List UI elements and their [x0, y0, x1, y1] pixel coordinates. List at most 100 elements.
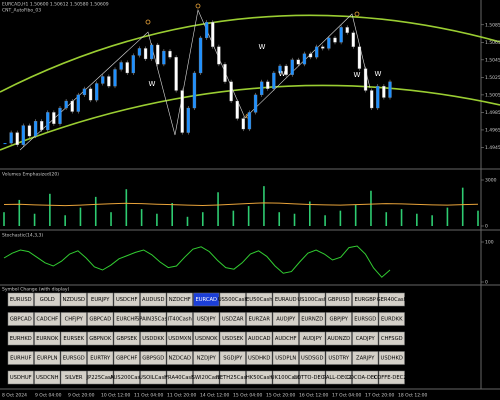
- symbol-button-label[interactable]: USDMXN: [168, 336, 191, 342]
- symbol-button-label[interactable]: GBPCAD: [89, 317, 111, 323]
- symbol-button[interactable]: [246, 292, 273, 307]
- symbol-button[interactable]: [113, 331, 140, 346]
- symbol-button-label[interactable]: GER40Cash: [377, 297, 407, 303]
- symbol-button-label[interactable]: ZARJPY: [356, 356, 375, 362]
- symbol-button-label[interactable]: PALL-DEC24: [323, 375, 355, 381]
- symbol-button-label[interactable]: USDHKD: [248, 356, 270, 362]
- symbol-button[interactable]: [7, 370, 34, 385]
- symbol-button-label[interactable]: SPAIN35Cash: [136, 317, 170, 323]
- symbol-button[interactable]: [7, 331, 34, 346]
- symbol-button-label[interactable]: USDSGD: [301, 356, 323, 362]
- symbol-button[interactable]: [34, 351, 61, 365]
- symbol-button-label[interactable]: UK100Cash: [271, 375, 301, 381]
- symbol-button-label[interactable]: USOILCash: [139, 375, 167, 381]
- symbol-button[interactable]: [60, 351, 87, 365]
- symbol-button[interactable]: [193, 370, 220, 385]
- symbol-button[interactable]: [113, 351, 140, 365]
- symbol-button-label[interactable]: AUDUSD: [142, 297, 164, 303]
- symbol-button-label[interactable]: IT40Cash: [168, 317, 192, 323]
- symbol-button[interactable]: [60, 331, 87, 346]
- symbol-button-label[interactable]: NZDJPY: [197, 356, 217, 362]
- symbol-button[interactable]: [87, 292, 114, 307]
- symbol-button-label[interactable]: EURPLN: [37, 356, 58, 362]
- symbol-button[interactable]: [193, 351, 220, 365]
- symbol-button[interactable]: [246, 312, 273, 326]
- symbol-button-label[interactable]: EURJPY: [91, 297, 110, 303]
- symbol-button-label[interactable]: US500Cash: [218, 297, 248, 303]
- symbol-button[interactable]: [299, 370, 326, 385]
- symbol-button-label[interactable]: CHFSGD: [381, 336, 403, 342]
- symbol-button[interactable]: [325, 312, 352, 326]
- symbol-button-label[interactable]: EURHUF: [10, 356, 31, 362]
- symbol-button[interactable]: [378, 351, 405, 365]
- symbol-button-label[interactable]: EURAUD: [275, 297, 297, 303]
- symbol-button-label[interactable]: GOLD: [40, 297, 55, 303]
- symbol-button[interactable]: [193, 292, 220, 307]
- symbol-button[interactable]: [352, 292, 379, 307]
- symbol-button-label[interactable]: EURSEK: [63, 336, 84, 342]
- symbol-button[interactable]: [272, 331, 299, 346]
- symbol-button[interactable]: [352, 351, 379, 365]
- symbol-button[interactable]: [378, 370, 405, 385]
- symbol-button[interactable]: [219, 312, 246, 326]
- symbol-button[interactable]: [34, 331, 61, 346]
- symbol-button[interactable]: [352, 312, 379, 326]
- symbol-button-label[interactable]: GBPCAD: [10, 317, 32, 323]
- symbol-button[interactable]: [219, 292, 246, 307]
- symbol-button[interactable]: [87, 331, 114, 346]
- symbol-button[interactable]: [140, 331, 167, 346]
- symbol-button-label[interactable]: GBPNOK: [89, 336, 112, 342]
- symbol-button[interactable]: [140, 351, 167, 365]
- symbol-button-label[interactable]: AUDCHF: [275, 336, 297, 342]
- symbol-button-label[interactable]: JP225Cash: [86, 375, 114, 381]
- symbol-button-label[interactable]: AUDCAD: [248, 336, 271, 342]
- symbol-button-label[interactable]: HK50Cash: [246, 375, 273, 381]
- symbol-button[interactable]: [87, 351, 114, 365]
- symbol-button-label[interactable]: AUS200Cash: [110, 375, 143, 381]
- symbol-button[interactable]: [113, 292, 140, 307]
- symbol-button[interactable]: [113, 370, 140, 385]
- symbol-button-label[interactable]: USDCHF: [116, 297, 138, 303]
- symbol-button[interactable]: [60, 312, 87, 326]
- symbol-button[interactable]: [7, 351, 34, 365]
- symbol-button-label[interactable]: EURNOK: [36, 336, 59, 342]
- symbol-button-label[interactable]: GBPSEK: [116, 336, 137, 342]
- symbol-button-label[interactable]: NZDCAD: [168, 356, 191, 362]
- symbol-button-label[interactable]: NZDCHF: [169, 297, 191, 303]
- symbol-button[interactable]: [352, 331, 379, 346]
- symbol-button[interactable]: [272, 312, 299, 326]
- symbol-button-label[interactable]: USDDKK: [142, 336, 164, 342]
- symbol-button-label[interactable]: USDTRY: [328, 356, 350, 362]
- symbol-button[interactable]: [7, 292, 34, 307]
- symbol-button[interactable]: [219, 351, 246, 365]
- symbol-button[interactable]: [325, 331, 352, 346]
- symbol-button[interactable]: [272, 370, 299, 385]
- symbol-button-label[interactable]: EURSGD: [63, 356, 85, 362]
- symbol-button[interactable]: [140, 370, 167, 385]
- symbol-button-label[interactable]: NZDUSD: [62, 297, 85, 303]
- symbol-button-label[interactable]: SWI20Cash: [192, 375, 221, 381]
- symbol-button-label[interactable]: EURSGD: [354, 317, 376, 323]
- symbol-button[interactable]: [299, 312, 326, 326]
- symbol-button[interactable]: [34, 370, 61, 385]
- symbol-button-label[interactable]: USDHKD: [381, 356, 403, 362]
- symbol-button[interactable]: [60, 370, 87, 385]
- symbol-button[interactable]: [299, 351, 326, 365]
- symbol-button[interactable]: [166, 331, 193, 346]
- symbol-button[interactable]: [325, 370, 352, 385]
- symbol-button[interactable]: [166, 370, 193, 385]
- symbol-button-label[interactable]: EURGBP: [355, 297, 376, 303]
- symbol-button-label[interactable]: EURDKK: [381, 317, 403, 323]
- symbol-button-label[interactable]: USDSEK: [222, 336, 244, 342]
- symbol-button[interactable]: [325, 292, 352, 307]
- symbol-button-label[interactable]: NETH25Cash: [216, 375, 250, 381]
- symbol-button-label[interactable]: USDHUF: [10, 375, 32, 381]
- symbol-button-label[interactable]: EURCHF: [116, 317, 137, 323]
- symbol-button-label[interactable]: EURZAR: [249, 317, 271, 323]
- symbol-button-label[interactable]: USDCNH: [36, 375, 59, 381]
- symbol-button-label[interactable]: EURTRY: [90, 356, 111, 362]
- symbol-button-label[interactable]: GBPCHF: [116, 356, 137, 362]
- symbol-button[interactable]: [113, 312, 140, 326]
- symbol-button-label[interactable]: GBPJPY: [330, 317, 349, 323]
- symbol-button[interactable]: [246, 331, 273, 346]
